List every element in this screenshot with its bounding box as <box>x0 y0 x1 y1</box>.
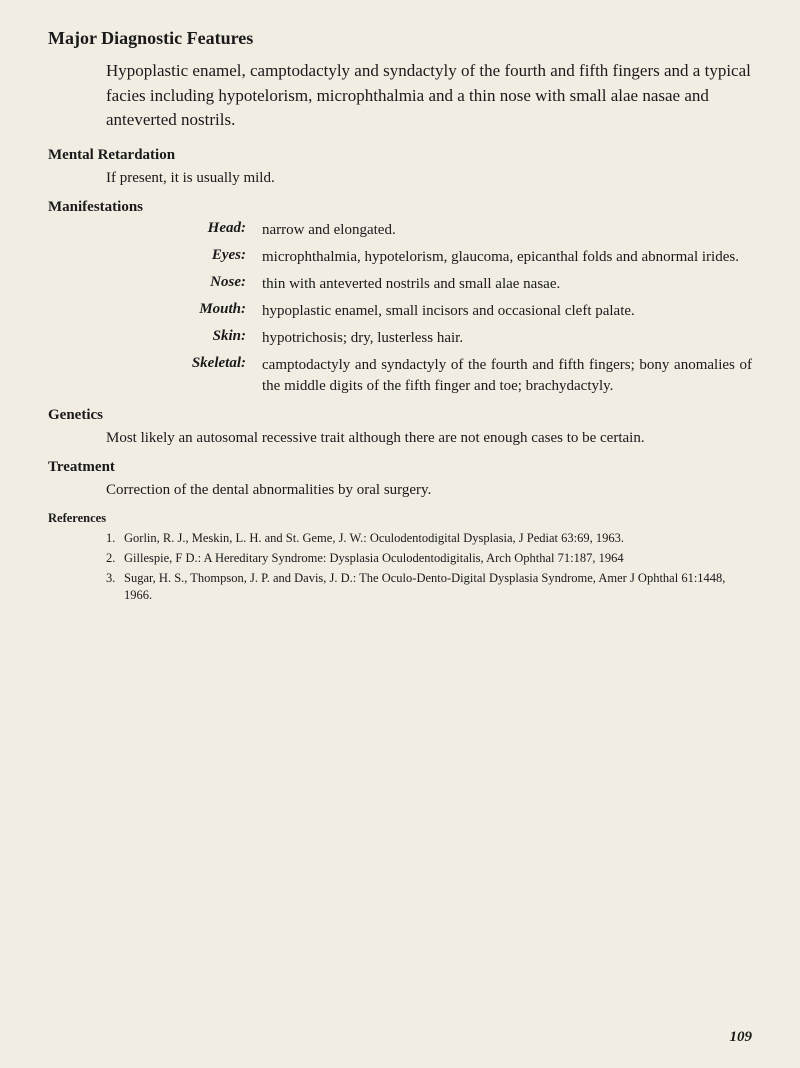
manifest-label-mouth: Mouth: <box>48 301 262 318</box>
section-treatment: Treatment Correction of the dental abnor… <box>48 459 752 501</box>
section-body-genetics: Most likely an autosomal recessive trait… <box>106 428 752 449</box>
manifest-label-eyes: Eyes: <box>48 247 262 264</box>
manifest-value-skin: hypotrichosis; dry, lusterless hair. <box>262 328 752 349</box>
manifest-row: Head: narrow and elongated. <box>48 220 752 241</box>
reference-item: Sugar, H. S., Thompson, J. P. and Davis,… <box>106 570 752 604</box>
intro-paragraph: Hypoplastic enamel, camptodactyly and sy… <box>106 59 752 133</box>
manifest-row: Nose: thin with anteverted nostrils and … <box>48 274 752 295</box>
section-heading-references: References <box>48 511 752 526</box>
manifest-value-nose: thin with anteverted nostrils and small … <box>262 274 752 295</box>
page-title: Major Diagnostic Features <box>48 28 752 49</box>
reference-item: Gorlin, R. J., Meskin, L. H. and St. Gem… <box>106 530 752 547</box>
manifest-label-head: Head: <box>48 220 262 237</box>
manifest-row: Mouth: hypoplastic enamel, small incisor… <box>48 301 752 322</box>
manifest-row: Eyes: microphthalmia, hypotelorism, glau… <box>48 247 752 268</box>
manifest-value-head: narrow and elongated. <box>262 220 752 241</box>
section-body-mental: If present, it is usually mild. <box>106 168 752 189</box>
manifestations-table: Head: narrow and elongated. Eyes: microp… <box>48 220 752 397</box>
section-manifestations: Manifestations Head: narrow and elongate… <box>48 199 752 397</box>
manifest-row: Skin: hypotrichosis; dry, lusterless hai… <box>48 328 752 349</box>
section-body-treatment: Correction of the dental abnormalities b… <box>106 480 752 501</box>
manifest-label-skin: Skin: <box>48 328 262 345</box>
page-container: Major Diagnostic Features Hypoplastic en… <box>0 0 800 1068</box>
manifest-label-nose: Nose: <box>48 274 262 291</box>
section-heading-treatment: Treatment <box>48 459 752 476</box>
section-references: References Gorlin, R. J., Meskin, L. H. … <box>48 511 752 604</box>
manifest-value-eyes: microphthalmia, hypotelorism, glaucoma, … <box>262 247 752 268</box>
manifest-value-skeletal: camptodactyly and syndactyly of the four… <box>262 355 752 397</box>
section-heading-genetics: Genetics <box>48 407 752 424</box>
section-heading-manifestations: Manifestations <box>48 199 752 216</box>
section-genetics: Genetics Most likely an autosomal recess… <box>48 407 752 449</box>
section-heading-mental: Mental Retardation <box>48 147 752 164</box>
manifest-label-skeletal: Skeletal: <box>48 355 262 372</box>
reference-item: Gillespie, F D.: A Hereditary Syndrome: … <box>106 550 752 567</box>
section-mental: Mental Retardation If present, it is usu… <box>48 147 752 189</box>
manifest-row: Skeletal: camptodactyly and syndactyly o… <box>48 355 752 397</box>
manifest-value-mouth: hypoplastic enamel, small incisors and o… <box>262 301 752 322</box>
references-list: Gorlin, R. J., Meskin, L. H. and St. Gem… <box>106 530 752 604</box>
page-number: 109 <box>730 1029 753 1046</box>
